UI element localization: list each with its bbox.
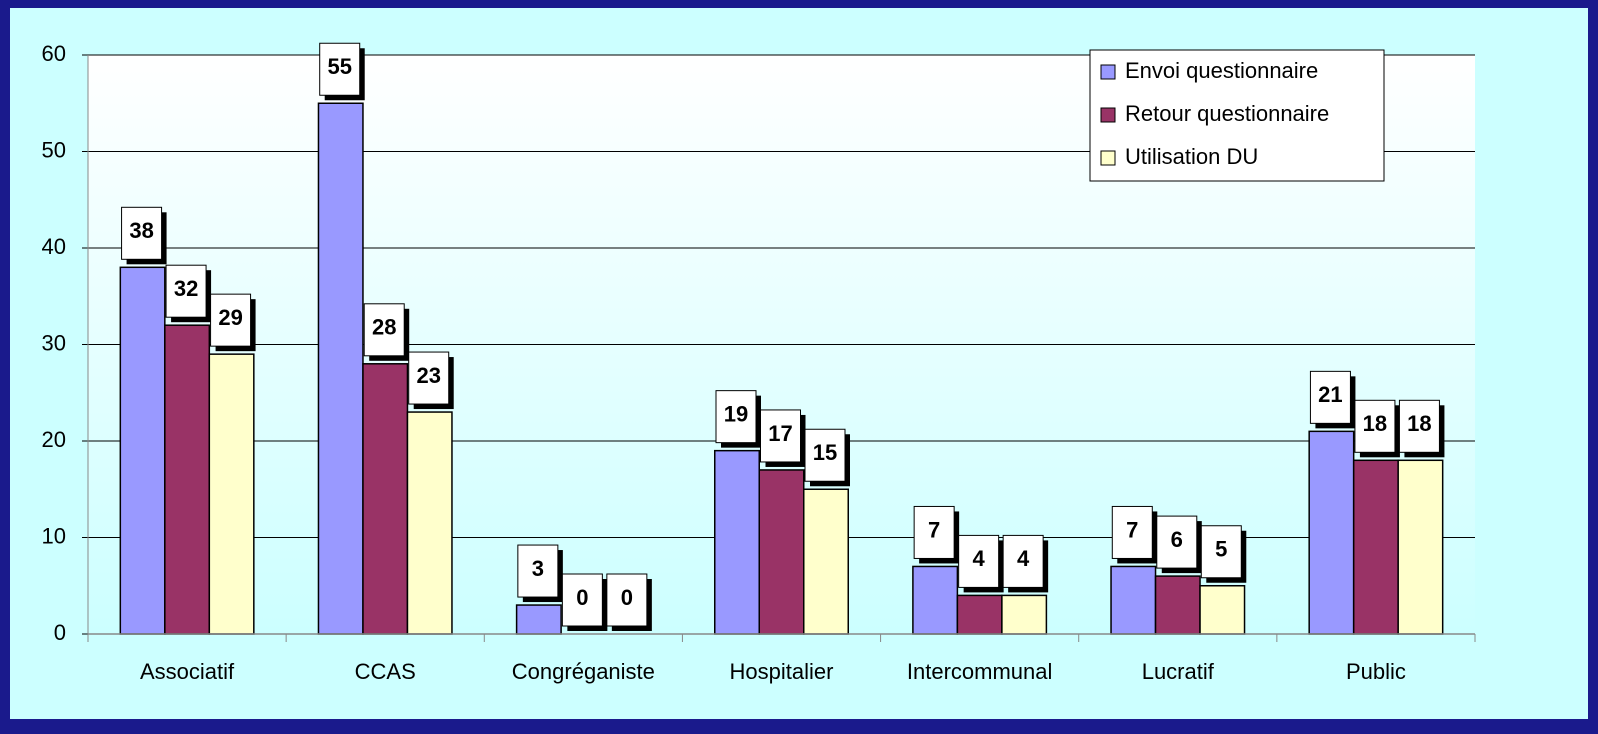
bar [803, 488, 849, 635]
data-label: 23 [416, 363, 440, 388]
x-tick-label: Hospitalier [730, 659, 834, 684]
data-label-box [958, 534, 1000, 588]
data-label-box [760, 409, 801, 463]
data-label: 18 [1363, 411, 1387, 436]
data-label-box [561, 573, 603, 627]
data-label-box [210, 293, 252, 347]
x-tick-label: Public [1346, 659, 1406, 684]
bar [1199, 585, 1246, 635]
data-label-box [517, 544, 559, 598]
data-label: 5 [1215, 537, 1227, 562]
y-tick-label: 30 [42, 330, 66, 355]
y-tick-label: 60 [42, 41, 66, 66]
data-label: 21 [1318, 382, 1342, 407]
data-label: 3 [532, 556, 544, 581]
legend-label: Utilisation DU [1125, 144, 1258, 169]
bar [164, 324, 211, 635]
data-label: 7 [1126, 517, 1138, 542]
x-tick-label: Congréganiste [512, 659, 655, 684]
data-label-box [319, 42, 361, 96]
data-label: 19 [724, 401, 748, 426]
data-label: 32 [174, 276, 198, 301]
data-label: 6 [1171, 527, 1183, 552]
data-label-box [1111, 505, 1153, 559]
y-tick-label: 40 [42, 234, 66, 259]
data-label-box [804, 428, 846, 482]
data-label: 0 [621, 585, 633, 610]
bar [515, 604, 562, 635]
legend [1089, 49, 1385, 182]
bar [1154, 575, 1201, 635]
data-label-box [1002, 534, 1044, 588]
bar [1397, 459, 1444, 635]
data-label-box [913, 505, 955, 559]
x-tick-label: CCAS [355, 659, 416, 684]
bar [1352, 459, 1399, 635]
data-label-box [1200, 525, 1242, 579]
data-label: 55 [327, 54, 351, 79]
data-label-box [1354, 399, 1396, 453]
data-label-box [165, 264, 207, 318]
bar [956, 594, 1003, 635]
data-label-box [715, 390, 757, 444]
bar [1308, 430, 1355, 635]
bar [208, 353, 255, 635]
data-label: 15 [813, 440, 837, 465]
bar [912, 565, 959, 635]
data-label-box [121, 206, 163, 260]
x-tick-label: Associatif [140, 659, 235, 684]
x-tick-label: Lucratif [1142, 659, 1215, 684]
bar [1001, 594, 1048, 635]
data-label: 17 [768, 421, 792, 446]
bar [317, 102, 364, 635]
bar [119, 266, 166, 635]
bar [714, 449, 760, 635]
y-tick-label: 20 [42, 427, 66, 452]
data-label-box [1309, 370, 1351, 424]
bar [758, 469, 805, 635]
legend-swatch [1100, 150, 1116, 166]
data-label: 4 [1017, 546, 1030, 571]
legend-swatch [1100, 64, 1116, 80]
data-label-box [408, 351, 450, 405]
data-label-box [1156, 515, 1198, 569]
data-label-box [606, 573, 648, 627]
bar [406, 411, 453, 635]
data-label: 0 [576, 585, 588, 610]
data-label: 29 [218, 305, 242, 330]
legend-label: Retour questionnaire [1125, 101, 1329, 126]
data-label: 28 [372, 315, 396, 340]
x-tick-label: Intercommunal [907, 659, 1053, 684]
data-label-box [1398, 399, 1440, 453]
bar [362, 363, 409, 635]
y-tick-label: 50 [42, 137, 66, 162]
data-label: 18 [1407, 411, 1431, 436]
data-label-box [363, 303, 405, 357]
y-tick-label: 10 [42, 523, 66, 548]
y-tick-label: 0 [54, 620, 66, 645]
legend-label: Envoi questionnaire [1125, 58, 1318, 83]
data-label: 4 [973, 546, 986, 571]
bar [1110, 565, 1157, 635]
legend-swatch [1100, 107, 1116, 123]
data-label: 7 [928, 517, 940, 542]
data-label: 38 [129, 218, 153, 243]
